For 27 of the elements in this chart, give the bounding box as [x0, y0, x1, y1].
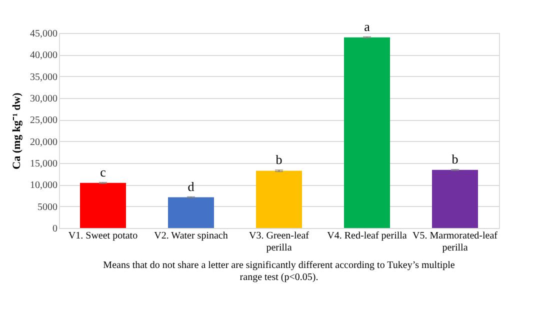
annotation: b — [452, 152, 458, 166]
x-tick-label: V3. Green-leaf perilla — [249, 230, 310, 254]
y-tick-label: 20,000 — [30, 136, 58, 148]
annotation: c — [100, 164, 106, 180]
y-tick-label: 40,000 — [30, 50, 58, 62]
x-tick-label: V4. Red-leaf perilla — [327, 230, 408, 242]
bar — [432, 170, 478, 228]
annotation: d — [188, 178, 195, 194]
bar — [344, 37, 390, 228]
bar — [256, 170, 302, 228]
y-tick-label: 10,000 — [30, 180, 58, 192]
y-tick-label: 30,000 — [30, 94, 58, 104]
y-tick-label: 15,000 — [30, 158, 58, 170]
x-tick-label: V2. Water spinach — [154, 230, 228, 242]
y-tick-label: 0 — [52, 224, 58, 234]
y-tick-label: 35,000 — [30, 72, 58, 83]
annotation: b — [276, 152, 282, 168]
y-tick-label: 25,000 — [30, 115, 58, 126]
bar — [168, 197, 214, 228]
y-axis-title: Ca (mg kg⁻¹ dw) — [11, 92, 23, 170]
x-tick-label: V1. Sweet potato — [68, 230, 138, 242]
x-tick-label: V5. Marmorated-leaf perilla — [412, 230, 498, 254]
text: Means that do not share a letter are significantly different according to Tukey’s multiple range test (p<0.05). — [103, 260, 456, 283]
y-tick-label: 5000 — [38, 202, 58, 213]
y-tick-label: 45,000 — [30, 28, 58, 40]
annotation: a — [364, 18, 370, 34]
bar — [80, 182, 126, 228]
